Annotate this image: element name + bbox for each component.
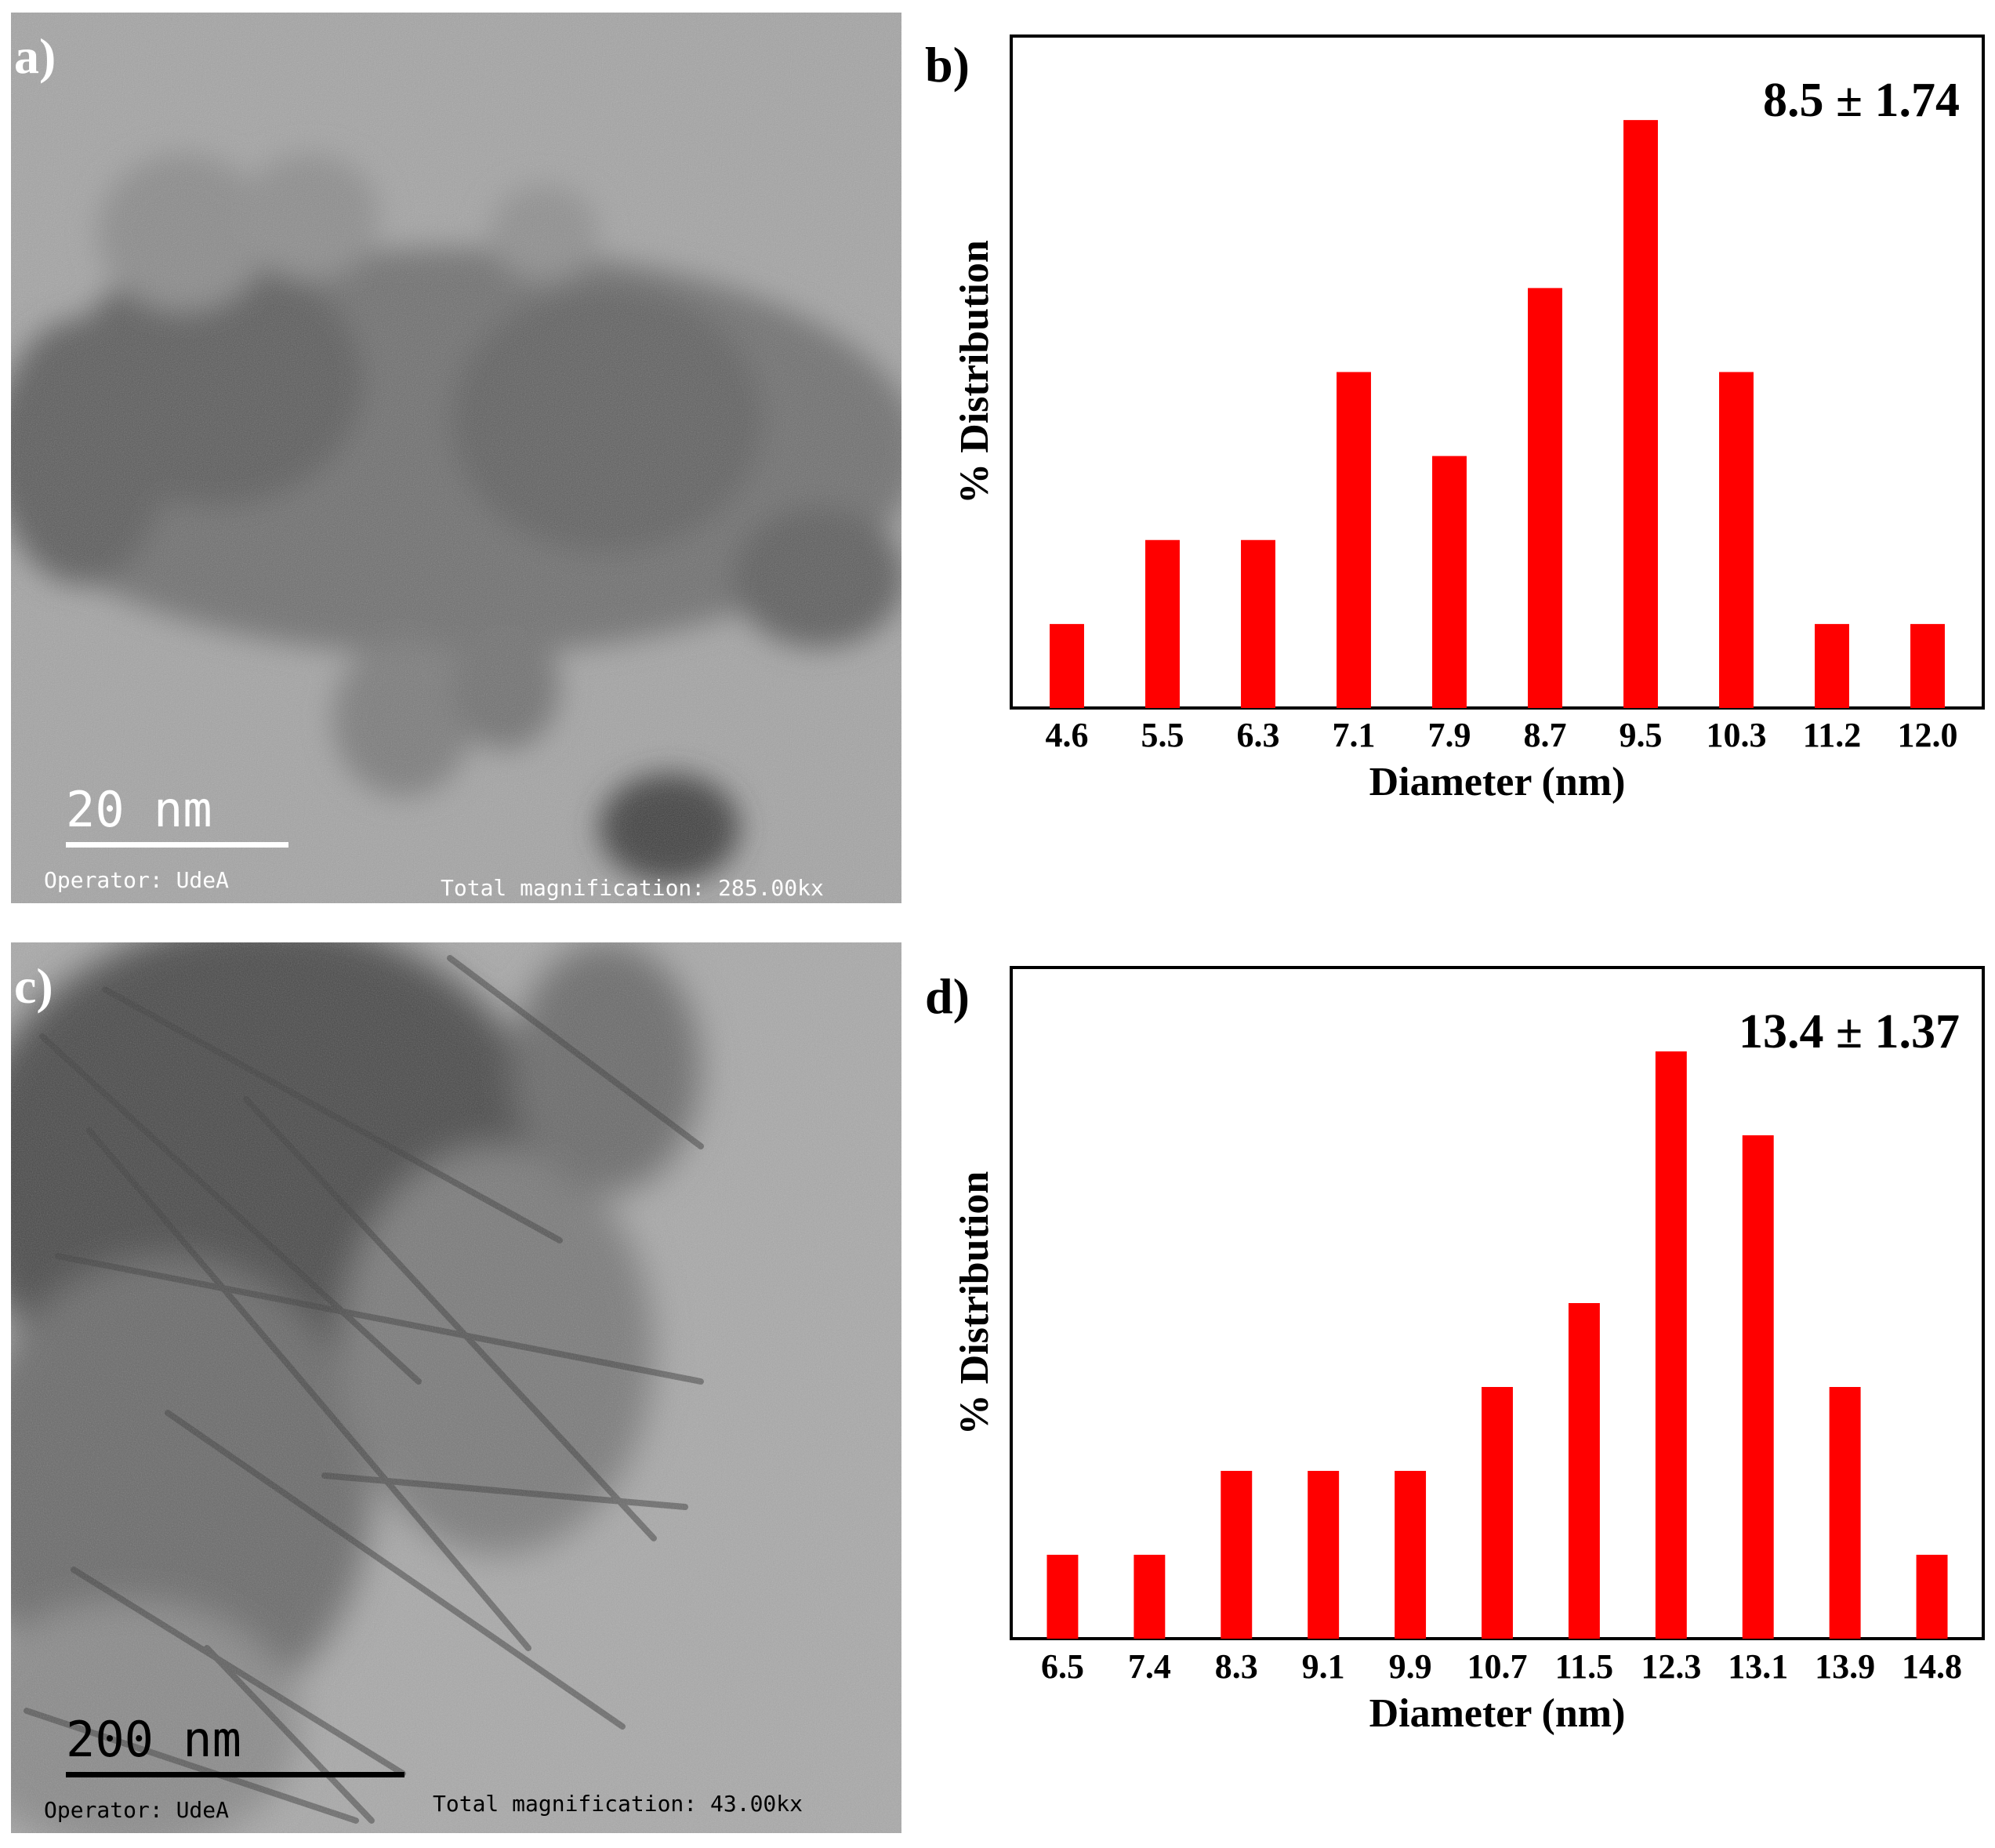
scale-bar-label: 200 nm (66, 1711, 241, 1768)
tem-image-c: 200 nm Operator: UdeA Total magnificatio… (11, 942, 901, 1833)
bar (1395, 1471, 1427, 1639)
x-tick-label: 7.1 (1333, 716, 1376, 754)
scale-bar (66, 842, 288, 848)
x-tick-label: 9.5 (1620, 716, 1663, 754)
x-tick-label: 12.0 (1898, 716, 1958, 754)
bar (1655, 1051, 1687, 1639)
panel-label: b) (925, 37, 970, 93)
x-tick-label: 9.9 (1389, 1647, 1432, 1686)
x-tick-label: 6.3 (1237, 716, 1280, 754)
bar (1916, 1555, 1948, 1639)
x-tick-label: 7.9 (1428, 716, 1471, 754)
mean-annotation: 8.5 ± 1.74 (1763, 74, 1960, 127)
bar (1337, 372, 1371, 708)
x-tick-label: 11.5 (1555, 1647, 1614, 1686)
bar (1046, 1555, 1079, 1639)
x-tick-label: 8.3 (1215, 1647, 1258, 1686)
plot-frame (1010, 34, 1985, 710)
x-tick-label: 7.4 (1128, 1647, 1171, 1686)
x-tick-label: 13.9 (1815, 1647, 1875, 1686)
bar (1815, 623, 1849, 708)
scale-bar-label: 20 nm (66, 781, 212, 838)
bar (1221, 1471, 1253, 1639)
bar (1308, 1471, 1340, 1639)
tem-image-a-graphic (11, 13, 901, 903)
bar (1528, 288, 1562, 708)
bar (1910, 623, 1945, 708)
panel-label-c: c) (14, 958, 53, 1014)
x-tick-label: 12.3 (1641, 1647, 1701, 1686)
bar (1623, 120, 1658, 708)
mean-annotation: 13.4 ± 1.37 (1739, 1005, 1960, 1058)
panel-label: d) (925, 968, 970, 1024)
x-axis-label: Diameter (nm) (1369, 760, 1626, 804)
bar (1568, 1303, 1600, 1639)
bar (1241, 539, 1275, 708)
x-tick-label: 10.3 (1707, 716, 1767, 754)
magnification-label: Total magnification: 285.00kx (441, 875, 824, 901)
bar (1829, 1387, 1861, 1639)
operator-label: Operator: UdeA (44, 1797, 230, 1823)
magnification-label: Total magnification: 43.00kx (433, 1791, 803, 1817)
x-tick-label: 6.5 (1041, 1647, 1084, 1686)
x-tick-label: 9.1 (1302, 1647, 1345, 1686)
tem-image-a: 20 nm Operator: UdeA Total magnification… (11, 13, 901, 903)
bar (1432, 456, 1467, 708)
panel-label-a: a) (14, 28, 56, 84)
x-tick-label: 5.5 (1141, 716, 1184, 754)
x-axis-label: Diameter (nm) (1369, 1691, 1626, 1736)
x-tick-label: 13.1 (1728, 1647, 1788, 1686)
bar (1145, 539, 1180, 708)
bar (1050, 623, 1084, 708)
bar (1719, 372, 1754, 708)
x-tick-label: 11.2 (1803, 716, 1862, 754)
chart-d: d) 13.4 ± 1.37 6.5 7.4 8.3 9.1 9.9 10.7 11.5 12.3… (925, 966, 1985, 1736)
x-tick-label: 14.8 (1902, 1647, 1962, 1686)
y-axis-label: % Distribution (952, 240, 997, 504)
scale-bar (66, 1772, 404, 1777)
x-tick-label: 10.7 (1467, 1647, 1528, 1686)
bar (1134, 1555, 1166, 1639)
x-tick-label: 8.7 (1524, 716, 1567, 754)
bar (1742, 1135, 1774, 1639)
operator-label: Operator: UdeA (44, 867, 230, 893)
chart-b: b) 8.5 ± 1.74 4.6 5.5 6.3 7.1 7.9 8.7 9.5 10.3 11.… (925, 34, 1985, 804)
x-tick-label: 4.6 (1046, 716, 1089, 754)
bar (1482, 1387, 1513, 1639)
y-axis-label: % Distribution (952, 1171, 997, 1436)
